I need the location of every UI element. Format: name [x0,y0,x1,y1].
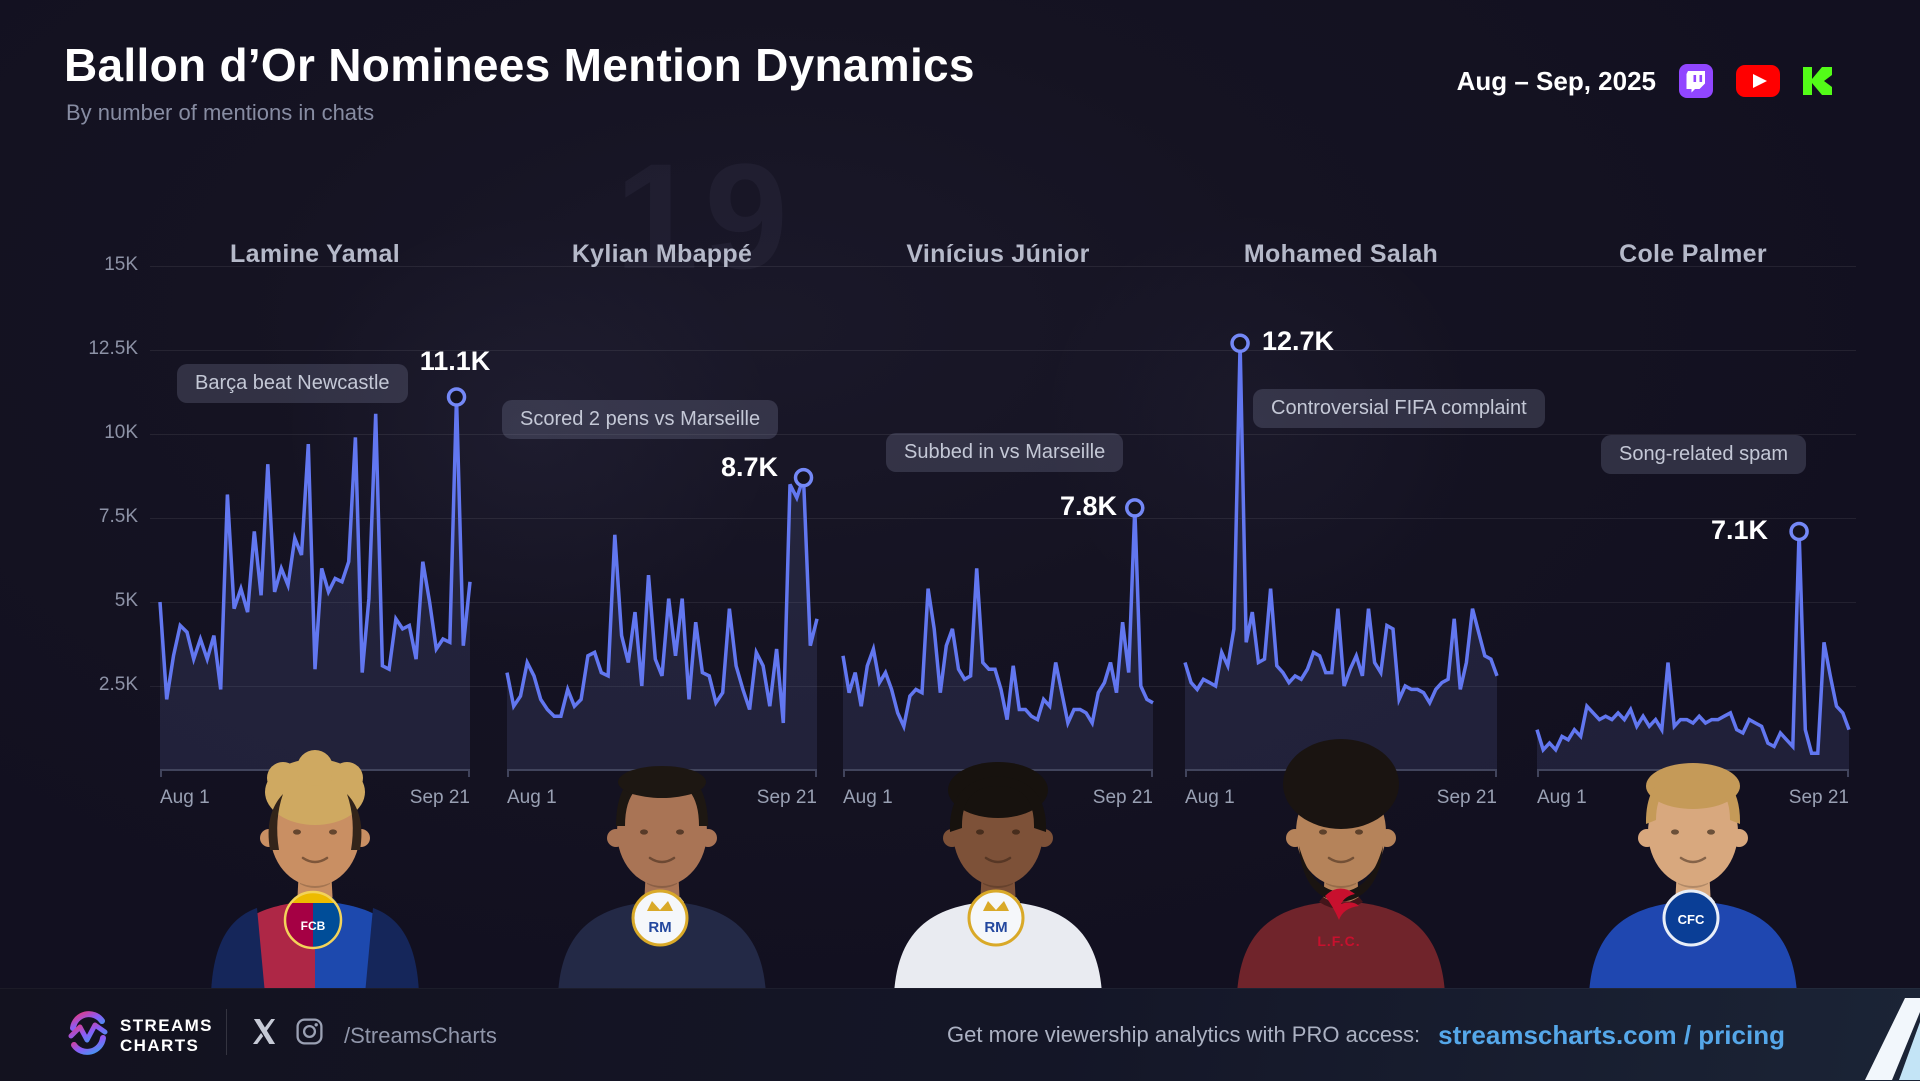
date-and-platforms: Aug – Sep, 2025 [1457,58,1834,104]
footer-divider [226,1009,227,1055]
player-photo-vinicius-junior: RM [878,720,1118,994]
x-axis-start-label: Aug 1 [843,787,893,808]
x-axis-end-label: Sep 21 [756,787,817,808]
y-axis-tick: 7.5K [98,506,138,527]
player-name: Kylian Mbappé [571,240,753,268]
footer-bar: STREAMS CHARTS /StreamsCharts Get more v… [0,988,1920,1081]
promo-text: Get more viewership analytics with PRO a… [947,1022,1421,1047]
peak-value-label: 8.7K [720,452,778,482]
club-crest-liverpool: L.F.C. [1317,888,1360,949]
kick-icon [1802,65,1834,97]
player-name: Cole Palmer [1619,240,1767,268]
gridline [150,350,1856,351]
player-photo-lamine-yamal: FCB [195,720,435,994]
x-axis-start-label: Aug 1 [1537,787,1587,808]
youtube-icon [1736,65,1780,97]
event-annotation: Song-related spam [1601,435,1806,474]
player-photo-mohamed-salah: L.F.C. [1221,720,1461,994]
gridline [150,266,1856,267]
svg-text:RM: RM [648,919,671,936]
peak-value-label: 7.8K [1059,491,1117,521]
club-crest-chelsea: CFC [1662,889,1720,947]
page-title: Ballon d’Or Nominees Mention Dynamics [64,39,975,91]
svg-text:RM: RM [984,919,1007,936]
mini-chart-vinicius-junior: Vinícius Júnior Subbed in vs Marseille 7… [841,240,1154,820]
player-name: Vinícius Júnior [906,240,1090,268]
pricing-link[interactable]: streamscharts.com / pricing [1438,1019,1785,1050]
social-handle[interactable]: /StreamsCharts [344,1023,497,1048]
mention-line-chart [841,498,1154,770]
mention-line-chart [1535,521,1851,770]
svg-text:FCB: FCB [301,919,326,933]
twitch-icon [1678,63,1714,99]
gridline [150,434,1856,435]
svg-text:CFC: CFC [1678,912,1705,927]
event-annotation: Subbed in vs Marseille [886,433,1124,472]
brand-line-1: STREAMS [120,1016,213,1035]
y-axis-tick: 10K [104,422,138,443]
event-annotation: Controversial FIFA complaint [1253,389,1545,428]
peak-value-label: 12.7K [1262,326,1335,356]
background-jersey-number: 19 [615,132,794,300]
gridline [150,518,1856,519]
date-range-label: Aug – Sep, 2025 [1456,65,1656,96]
y-axis-tick: 2.5K [98,674,138,695]
y-axis-tick: 5K [114,590,138,611]
gridline [150,602,1856,603]
y-axis-tick: 15K [104,254,138,275]
peak-value-label: 11.1K [419,346,491,376]
x-axis-end-label: Sep 21 [1788,787,1849,808]
page-subtitle: By number of mentions in chats [66,100,375,125]
mention-line-chart [505,467,819,770]
mention-line-chart [158,387,472,770]
player-photo-kylian-mbappe: RM [542,720,782,994]
mini-chart-mohamed-salah: Mohamed Salah Controversial FIFA complai… [1183,240,1545,820]
promo-block: Get more viewership analytics with PRO a… [947,989,1785,1081]
mini-chart-lamine-yamal: Lamine Yamal Barça beat Newcastle 11.1K … [158,240,490,820]
instagram-icon[interactable] [296,1018,323,1050]
streamscharts-logo-icon [64,1009,112,1062]
player-photo-cole-palmer: CFC [1573,720,1813,994]
y-axis-tick: 12.5K [88,338,138,359]
club-crest-barcelona: FCB [283,890,343,950]
club-crest-real-madrid: RM [631,889,689,947]
x-axis-start-label: Aug 1 [507,787,557,808]
event-annotation: Barça beat Newcastle [177,364,408,403]
x-axis-end-label: Sep 21 [1092,787,1153,808]
streamscharts-wordmark: STREAMS CHARTS [120,1016,213,1055]
event-annotation: Scored 2 pens vs Marseille [502,400,779,439]
x-twitter-icon[interactable] [252,1019,277,1049]
peak-value-label: 7.1K [1710,515,1768,545]
svg-text:L.F.C.: L.F.C. [1317,933,1360,949]
brand-line-2: CHARTS [120,1035,200,1055]
mention-line-chart [1183,333,1499,770]
player-name: Mohamed Salah [1243,240,1439,268]
x-axis-end-label: Sep 21 [409,787,470,808]
x-axis-end-label: Sep 21 [1436,787,1497,808]
player-name: Lamine Yamal [230,240,400,268]
club-crest-real-madrid: RM [967,889,1025,947]
x-axis-start-label: Aug 1 [160,787,210,808]
gridline [150,686,1856,687]
x-axis-start-label: Aug 1 [1185,787,1235,808]
